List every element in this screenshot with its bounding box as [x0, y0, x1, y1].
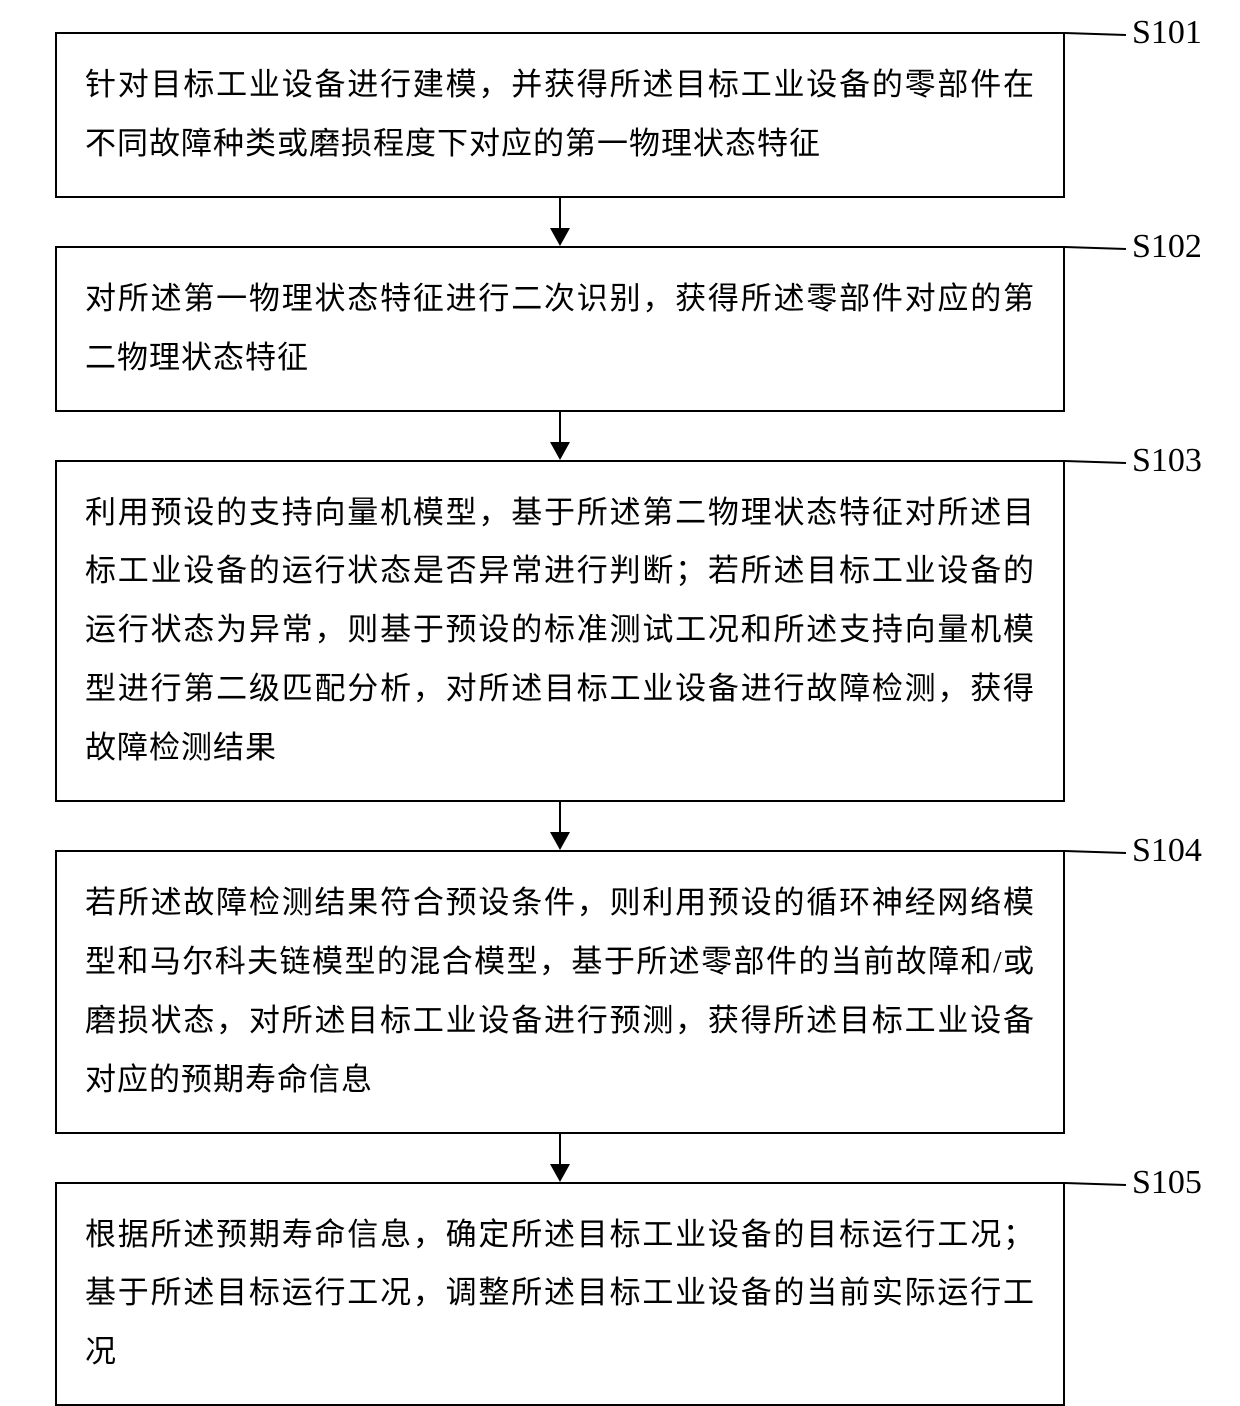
step-label-s104: S104: [1132, 832, 1202, 870]
step-text: 对所述第一物理状态特征进行二次识别，获得所述零部件对应的第二物理状态特征: [85, 281, 1035, 375]
arrow-down-icon: [540, 412, 580, 460]
step-label-s103: S103: [1132, 442, 1202, 480]
step-box-s101: 针对目标工业设备进行建模，并获得所述目标工业设备的零部件在不同故障种类或磨损程度…: [55, 32, 1065, 198]
step-label-s105: S105: [1132, 1164, 1202, 1202]
step-label-s102: S102: [1132, 228, 1202, 266]
step-text: 根据所述预期寿命信息，确定所述目标工业设备的目标运行工况；基于所述目标运行工况，…: [85, 1217, 1035, 1370]
step-box-s103: 利用预设的支持向量机模型，基于所述第二物理状态特征对所述目标工业设备的运行状态是…: [55, 460, 1065, 802]
step-text: 针对目标工业设备进行建模，并获得所述目标工业设备的零部件在不同故障种类或磨损程度…: [85, 67, 1035, 161]
arrow-down-icon: [540, 802, 580, 850]
step-text: 若所述故障检测结果符合预设条件，则利用预设的循环神经网络模型和马尔科夫链模型的混…: [85, 885, 1035, 1097]
step-box-s104: 若所述故障检测结果符合预设条件，则利用预设的循环神经网络模型和马尔科夫链模型的混…: [55, 850, 1065, 1134]
step-box-s102: 对所述第一物理状态特征进行二次识别，获得所述零部件对应的第二物理状态特征: [55, 246, 1065, 412]
arrow-down-icon: [540, 1134, 580, 1182]
arrow-s102-s103: [55, 412, 1065, 460]
arrow-s103-s104: [55, 802, 1065, 850]
step-text: 利用预设的支持向量机模型，基于所述第二物理状态特征对所述目标工业设备的运行状态是…: [85, 495, 1035, 766]
step-box-s105: 根据所述预期寿命信息，确定所述目标工业设备的目标运行工况；基于所述目标运行工况，…: [55, 1182, 1065, 1406]
arrow-s104-s105: [55, 1134, 1065, 1182]
flowchart-container: 针对目标工业设备进行建模，并获得所述目标工业设备的零部件在不同故障种类或磨损程度…: [55, 32, 1155, 1406]
arrow-down-icon: [540, 198, 580, 246]
arrow-s101-s102: [55, 198, 1065, 246]
step-label-s101: S101: [1132, 14, 1202, 52]
